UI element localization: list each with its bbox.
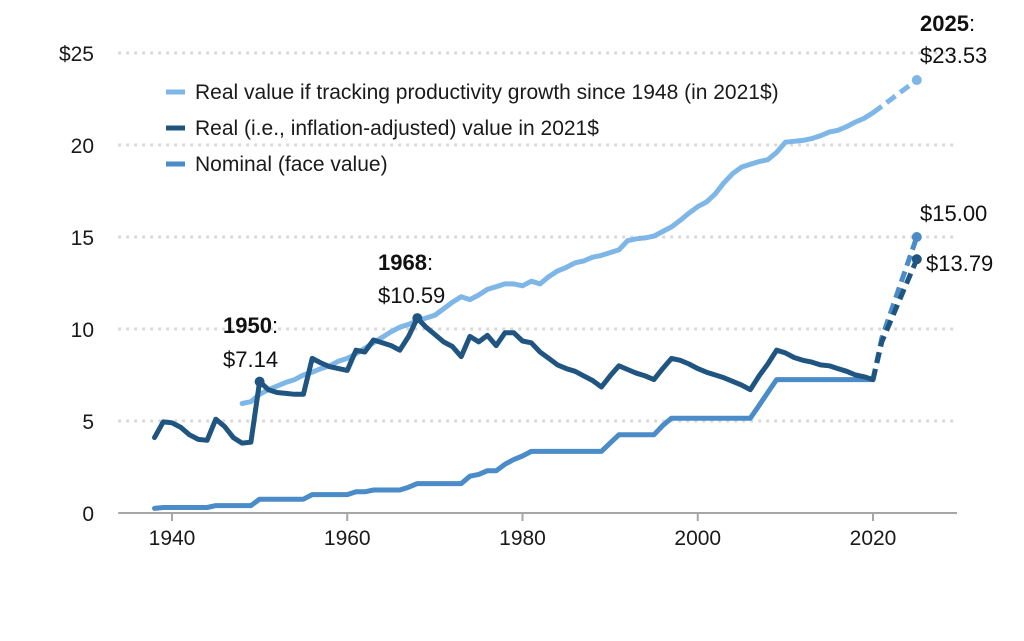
y-tick-label: 0 bbox=[82, 503, 94, 526]
y-tick-label: 20 bbox=[71, 135, 94, 158]
series-line-real bbox=[152, 315, 876, 446]
annotations: 1950: $7.14 1968: $10.59 2025: $23.53 $15.00 $1… bbox=[223, 11, 993, 387]
annotation-year-a1968: 1968: bbox=[378, 250, 433, 275]
x-tick-label: 1960 bbox=[324, 527, 371, 550]
y-tick-label: 10 bbox=[71, 319, 94, 342]
annotation-point-a2025r bbox=[911, 254, 922, 265]
y-tick-label: 15 bbox=[71, 227, 94, 250]
annotation-colon: : bbox=[427, 250, 433, 275]
annotation-year-a2025: 2025: bbox=[920, 11, 975, 36]
annotation-value-a2025n: $15.00 bbox=[920, 201, 987, 226]
projection-line-real bbox=[870, 258, 920, 381]
series-line-nominal bbox=[152, 377, 876, 511]
series-line-productivity bbox=[239, 110, 876, 406]
projection-line-productivity bbox=[871, 77, 919, 115]
legend-label-real: Real (i.e., inflation-adjusted) value in… bbox=[195, 117, 599, 140]
x-tick-label: 2000 bbox=[674, 527, 721, 550]
annotation-colon: : bbox=[272, 313, 278, 338]
legend: Real value if tracking productivity grow… bbox=[166, 81, 779, 176]
annotation-value-a2025r: $13.79 bbox=[926, 251, 993, 276]
x-tick-label: 2020 bbox=[850, 527, 897, 550]
annotation-point-a2025 bbox=[911, 75, 922, 86]
legend-label-nominal: Nominal (face value) bbox=[195, 153, 388, 176]
annotation-point-a2025n bbox=[911, 232, 922, 242]
annotation-year-bold: 1950 bbox=[223, 313, 272, 338]
annotation-value-a1968: $10.59 bbox=[378, 283, 445, 308]
x-tick-label: 1940 bbox=[149, 527, 196, 550]
annotation-year-a1950: 1950: bbox=[223, 313, 278, 338]
legend-label-productivity: Real value if tracking productivity grow… bbox=[195, 81, 779, 104]
y-axis: 0 5 10 15 20 $25 bbox=[59, 43, 94, 526]
annotation-value-a1950: $7.14 bbox=[223, 347, 278, 372]
annotation-point-a1950 bbox=[254, 376, 265, 387]
y-tick-label: $25 bbox=[59, 43, 94, 66]
annotation-year-bold: 2025 bbox=[920, 11, 969, 36]
y-tick-label: 5 bbox=[82, 411, 94, 434]
x-tick-label: 1980 bbox=[499, 527, 546, 550]
x-axis: 1940 1960 1980 2000 2020 bbox=[118, 512, 957, 550]
annotation-value-a2025: $23.53 bbox=[920, 43, 987, 68]
annotation-year-bold: 1968 bbox=[378, 250, 427, 275]
annotation-colon: : bbox=[969, 11, 975, 36]
annotation-point-a1968 bbox=[412, 313, 423, 324]
series-lines bbox=[152, 77, 920, 511]
